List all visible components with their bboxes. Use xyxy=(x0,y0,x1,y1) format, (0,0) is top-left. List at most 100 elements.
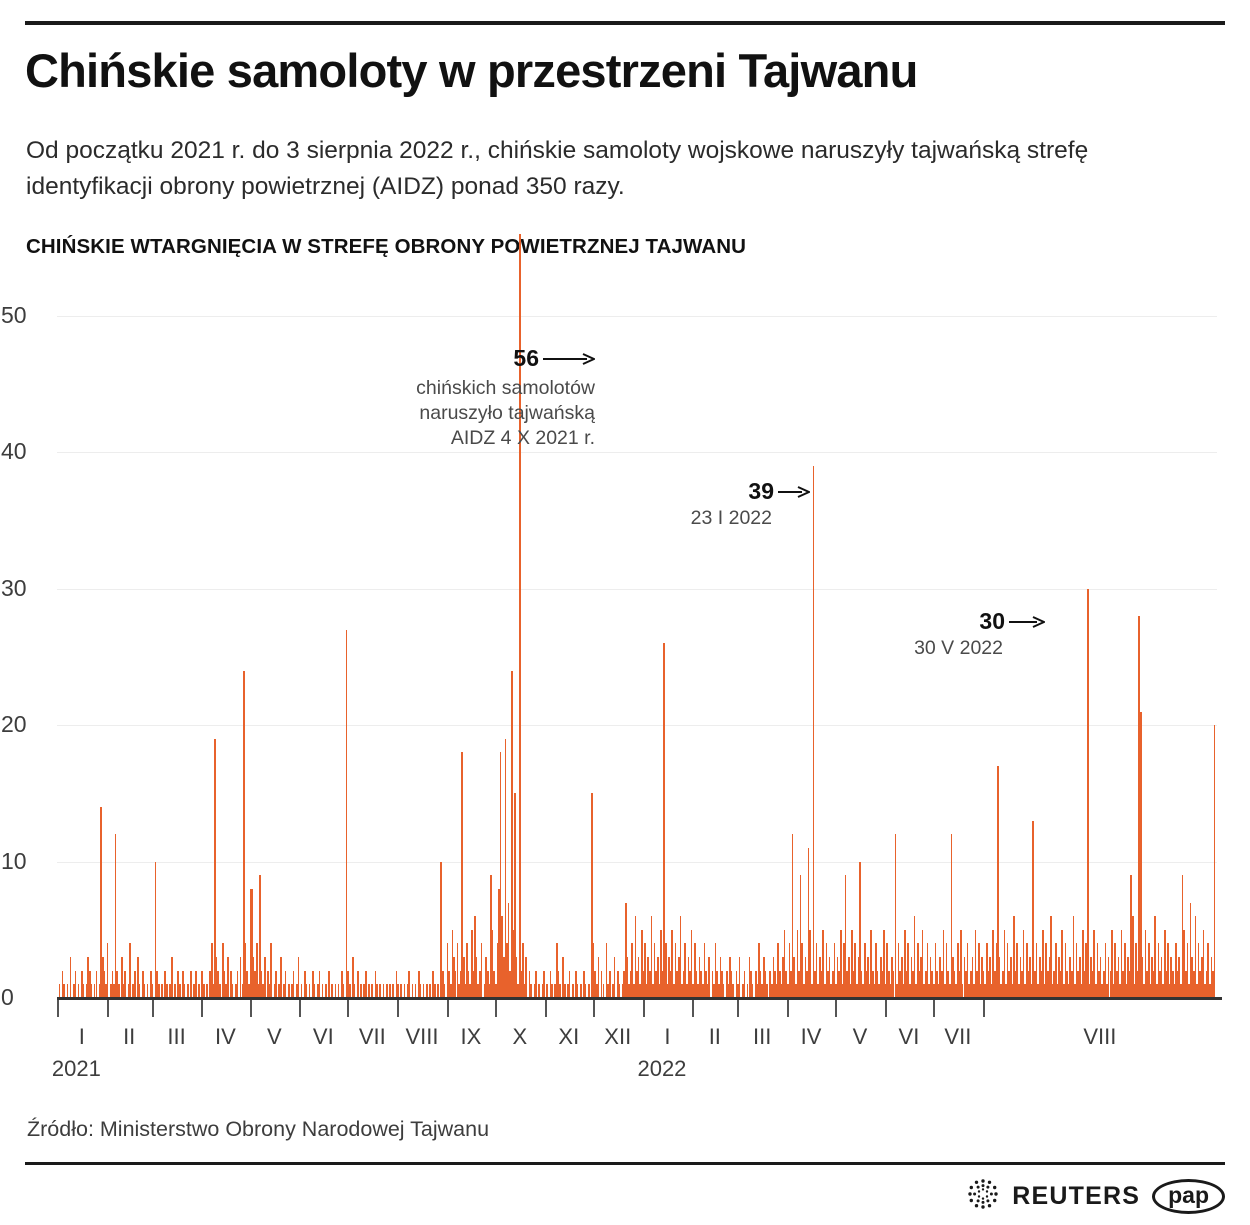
bar xyxy=(1204,984,1206,998)
bar xyxy=(671,929,674,998)
bar xyxy=(637,957,640,998)
bar xyxy=(1032,820,1035,998)
bar xyxy=(993,970,996,998)
bar xyxy=(897,943,900,998)
bar xyxy=(756,984,759,998)
bar xyxy=(1069,957,1071,998)
bar xyxy=(1151,957,1153,998)
x-axis-month-label: II xyxy=(708,1024,721,1049)
bar xyxy=(222,943,224,998)
bar xyxy=(830,984,832,998)
bar xyxy=(706,984,709,998)
bar xyxy=(665,943,667,998)
bar xyxy=(363,984,366,998)
bar xyxy=(1014,970,1017,998)
bar xyxy=(924,970,927,998)
reuters-dots-icon xyxy=(966,1177,1000,1216)
bar xyxy=(113,984,115,998)
bar xyxy=(803,984,805,998)
bar xyxy=(658,984,661,998)
bar xyxy=(1006,943,1009,998)
bar xyxy=(337,984,340,998)
bar xyxy=(408,970,410,998)
bar xyxy=(1066,970,1068,998)
bar xyxy=(1176,970,1179,998)
bar xyxy=(1135,943,1137,998)
bar xyxy=(454,970,457,998)
bar xyxy=(1059,970,1062,998)
bar xyxy=(766,984,768,998)
x-axis-month-label: VII xyxy=(358,1024,386,1049)
bar xyxy=(806,970,808,998)
x-axis-month-label: V xyxy=(852,1024,868,1049)
bar xyxy=(434,984,436,998)
bar xyxy=(1103,970,1105,998)
bar xyxy=(1184,970,1187,998)
bar xyxy=(719,957,722,998)
bar xyxy=(1046,970,1049,998)
bar xyxy=(641,929,643,998)
bar xyxy=(437,984,439,998)
bar xyxy=(607,984,609,998)
bar xyxy=(1192,970,1195,998)
bar xyxy=(318,970,321,998)
x-axis-tick xyxy=(106,1000,109,1017)
bar xyxy=(663,643,666,998)
bar xyxy=(158,984,160,998)
bar xyxy=(928,984,930,998)
bar xyxy=(1109,970,1112,998)
bar xyxy=(1141,957,1144,998)
bar xyxy=(543,970,545,998)
bar xyxy=(963,957,966,998)
bar xyxy=(151,984,154,998)
bar xyxy=(472,970,475,998)
bar xyxy=(681,984,683,998)
bar xyxy=(114,834,117,998)
bar xyxy=(602,984,605,998)
bar xyxy=(968,984,970,998)
arrow-right-icon xyxy=(778,484,812,505)
bar xyxy=(61,970,64,998)
bar xyxy=(1003,929,1006,998)
x-axis-tick xyxy=(787,1000,789,1017)
bar xyxy=(1022,929,1025,998)
bar xyxy=(876,970,879,998)
bar xyxy=(788,943,791,998)
bar xyxy=(1180,984,1182,998)
bar xyxy=(81,970,83,998)
bar xyxy=(636,970,638,998)
bar xyxy=(854,943,856,998)
bar xyxy=(236,970,239,998)
bar xyxy=(503,957,505,998)
bar xyxy=(870,929,873,998)
bar xyxy=(576,984,579,998)
bar xyxy=(512,929,515,998)
bar xyxy=(316,984,319,998)
bar xyxy=(1095,984,1097,998)
bar xyxy=(121,957,123,998)
bar xyxy=(174,984,176,998)
bar xyxy=(1002,970,1004,998)
bar xyxy=(129,943,131,998)
bar xyxy=(849,984,852,998)
footer-logos: REUTERS pap xyxy=(966,1178,1225,1214)
bar xyxy=(275,970,277,998)
bar xyxy=(186,984,189,998)
bar xyxy=(1067,984,1070,998)
bar xyxy=(340,970,343,998)
chart-heading: CHIŃSKIE WTARGNIĘCIA W STREFĘ OBRONY POW… xyxy=(26,235,747,258)
bar xyxy=(1099,957,1102,998)
bar xyxy=(1122,970,1124,998)
bar xyxy=(263,957,266,998)
bar xyxy=(624,902,627,998)
bar xyxy=(961,984,964,998)
bar xyxy=(1178,957,1181,998)
bar xyxy=(466,943,468,998)
bar xyxy=(493,970,495,998)
bar xyxy=(811,984,813,998)
bar xyxy=(649,970,651,998)
bar xyxy=(864,943,866,998)
bar xyxy=(212,984,215,998)
bar xyxy=(899,970,901,998)
bar xyxy=(106,943,109,998)
